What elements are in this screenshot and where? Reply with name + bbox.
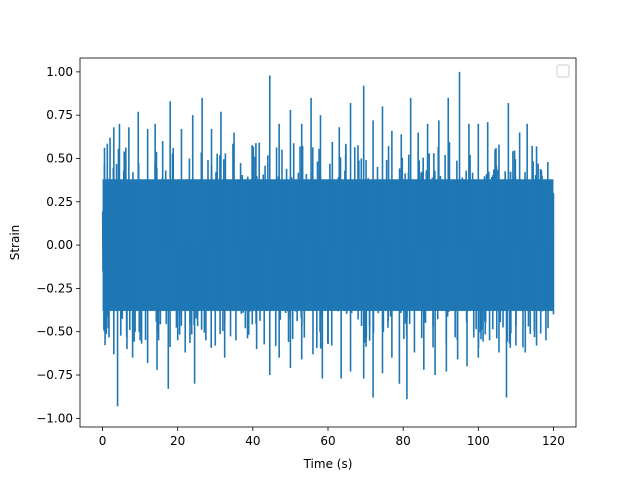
y-axis-label: Strain	[8, 225, 22, 261]
x-tick-label: 40	[245, 434, 260, 448]
x-axis-label: Time (s)	[303, 457, 353, 471]
y-tick-label: 0.00	[46, 238, 73, 252]
series-layer	[101, 71, 555, 407]
legend-box	[556, 64, 570, 78]
y-tick-label: 0.25	[46, 195, 73, 209]
y-tick-label: 1.00	[46, 65, 73, 79]
y-tick-label: −0.75	[36, 368, 73, 382]
x-tick-label: 20	[170, 434, 185, 448]
x-axis-ticks: 0 20 40 60 80 100 120	[99, 427, 565, 448]
y-axis-ticks: −1.00 −0.75 −0.50 −0.25 0.00 0.25 0.50 0.75 1.00	[36, 65, 80, 425]
y-tick-label: 0.50	[46, 151, 73, 165]
x-tick-label: 0	[99, 434, 107, 448]
y-tick-label: −1.00	[36, 411, 73, 425]
x-tick-label: 60	[320, 434, 335, 448]
y-tick-label: −0.25	[36, 281, 73, 295]
x-tick-label: 100	[467, 434, 490, 448]
x-tick-label: 120	[542, 434, 565, 448]
x-tick-label: 80	[396, 434, 411, 448]
plot-area	[101, 71, 555, 407]
axes-frame	[79, 57, 577, 428]
y-tick-label: −0.50	[36, 325, 73, 339]
y-tick-label: 0.75	[46, 108, 73, 122]
